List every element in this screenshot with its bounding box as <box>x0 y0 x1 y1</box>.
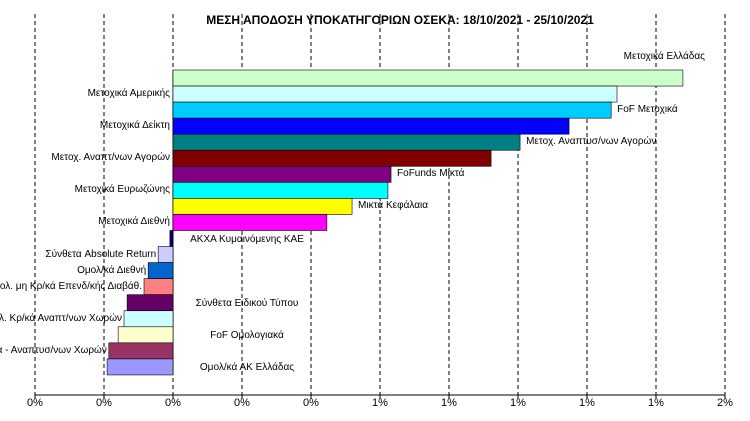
category-label: Ομολ. μη Κρ/κά Επενδ/κής Διαβάθ. <box>0 280 143 292</box>
bar <box>172 198 353 215</box>
bar <box>172 149 492 167</box>
x-tick-label: 0% <box>96 397 112 409</box>
category-label: Μικτά Κεφάλαια <box>358 200 428 212</box>
category-label: FoF Μετοχικά <box>617 104 678 116</box>
x-tick-label: 1% <box>579 397 595 409</box>
x-tick-label: 2% <box>717 397 733 409</box>
category-label: Ομολ. Κρ/κά Αναπτ/νων Χωρών <box>0 312 123 324</box>
category-label: Μετοχ. Αναπτ/νων Αγορών <box>51 152 170 164</box>
bar <box>172 117 570 135</box>
x-tick-label: 1% <box>372 397 388 409</box>
bar <box>147 262 174 279</box>
chart-title: ΜΕΣΗ ΑΠΟΔΟΣΗ ΥΠΟΚΑΤΗΓΟΡΙΩΝ ΟΣΕΚΑ: 18/10/… <box>206 13 594 27</box>
category-label: ΑΚΧΑ Κυμαινόμενης ΚΑΕ <box>190 233 304 245</box>
bar <box>172 182 389 199</box>
category-label: Μετοχικά Διεθνή <box>98 216 170 228</box>
x-tick-label: 0% <box>27 397 43 409</box>
category-label: Σύνθετα Ειδικού Τύπου <box>195 297 299 309</box>
bar <box>169 230 174 247</box>
bar <box>172 69 684 87</box>
bar <box>117 326 174 344</box>
bar <box>106 358 174 376</box>
x-tick-label: 1% <box>510 397 526 409</box>
category-label: Ομολ/κά Διεθνή <box>77 264 147 276</box>
category-label: Ομολ. Κρ/κα - Αναπτυσ/νων Χωρών <box>0 344 107 356</box>
bar <box>172 101 612 119</box>
category-label: Μετοχικά Δείκτη <box>99 120 170 132</box>
bar <box>172 214 328 231</box>
x-tick-label: 1% <box>441 397 457 409</box>
x-tick-label: 0% <box>303 397 319 409</box>
category-label: Ομολ/κά ΑΚ Ελλάδας <box>199 361 295 373</box>
bar <box>143 278 174 295</box>
bar <box>172 133 521 151</box>
category-label: FoF Ομολογιακά <box>210 329 284 341</box>
category-label: Μετοχικά Αμερικής <box>87 88 170 100</box>
category-label: Μετοχικά Ελλάδας <box>623 51 705 62</box>
bar <box>172 85 618 103</box>
category-label: Μετοχ. Αναπτυσ/νων Αγορών <box>526 136 657 148</box>
bar <box>123 310 174 328</box>
bar <box>108 342 174 360</box>
x-tick-label: 0% <box>165 397 181 409</box>
bar <box>126 294 174 312</box>
x-tick-label: 0% <box>234 397 250 409</box>
bar <box>172 166 392 183</box>
x-tick-label: 1% <box>648 397 664 409</box>
category-label: Μετοχικά Ευρωζώνης <box>74 184 170 196</box>
category-label: Σύνθετα Absolute Return <box>45 248 157 260</box>
bar <box>157 246 174 263</box>
category-label: FoFunds Μικτά <box>397 168 465 180</box>
